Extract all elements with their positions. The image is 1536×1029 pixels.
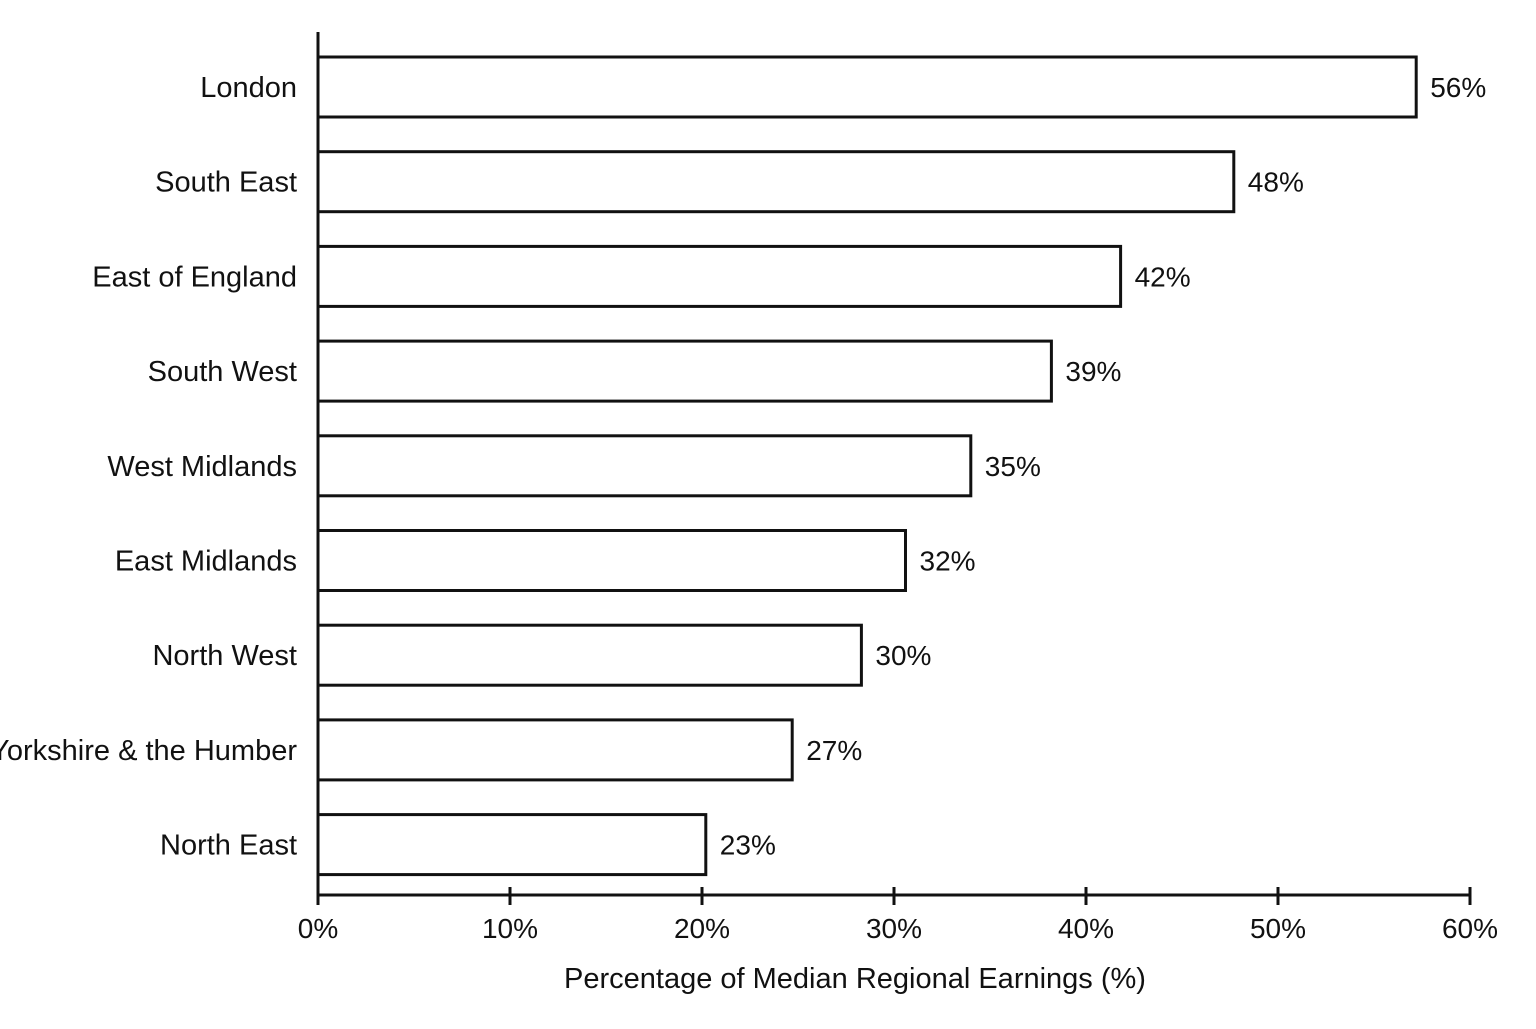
value-label-4: 35% [985, 451, 1041, 482]
value-label-3: 39% [1065, 356, 1121, 387]
bar-1 [316, 150, 1236, 214]
value-label-6: 30% [875, 640, 931, 671]
x-tick-label-4: 40% [1058, 913, 1114, 944]
category-label-3: South West [148, 356, 297, 388]
value-label-8: 23% [720, 830, 776, 861]
value-label-0: 56% [1430, 72, 1486, 103]
category-label-5: East Midlands [115, 546, 297, 578]
bar-7 [316, 718, 794, 782]
labels-layer: London 56% South East 48% East of England 42%… [0, 72, 1498, 944]
value-label-1: 48% [1248, 167, 1304, 198]
x-tick-label-6: 60% [1442, 913, 1498, 944]
bar-2 [316, 244, 1123, 308]
bars-layer [316, 55, 1418, 877]
category-label-1: South East [155, 167, 297, 199]
x-tick-label-3: 30% [866, 913, 922, 944]
bar-3 [316, 339, 1053, 403]
category-label-6: North West [152, 640, 297, 672]
x-tick-label-5: 50% [1250, 913, 1306, 944]
category-label-0: London [200, 72, 297, 104]
category-label-2: East of England [92, 261, 297, 293]
category-label-7: Yorkshire & the Humber [0, 735, 297, 767]
bar-6 [316, 623, 863, 687]
category-label-8: North East [160, 830, 297, 862]
x-tick-label-2: 20% [674, 913, 730, 944]
x-tick-label-1: 10% [482, 913, 538, 944]
value-label-2: 42% [1135, 261, 1191, 292]
axes-layer [316, 32, 1472, 905]
bar-8 [316, 813, 708, 877]
value-label-7: 27% [806, 735, 862, 766]
x-axis-title: Percentage of Median Regional Earnings (… [564, 963, 1146, 995]
value-label-5: 32% [920, 546, 976, 577]
bar-5 [316, 529, 907, 592]
bar-4 [316, 434, 973, 498]
bar-0 [316, 55, 1418, 119]
category-label-4: West Midlands [107, 451, 297, 483]
x-tick-label-0: 0% [298, 913, 338, 944]
